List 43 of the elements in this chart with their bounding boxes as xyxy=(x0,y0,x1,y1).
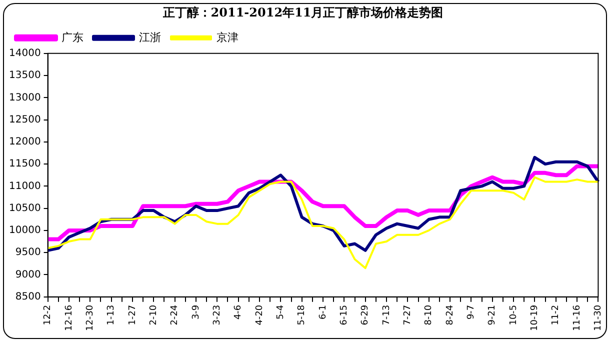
x-tick-label: 12-16 xyxy=(64,304,74,332)
y-tick-label: 11500 xyxy=(9,158,41,170)
x-tick-label: 3-23 xyxy=(212,304,223,326)
y-tick-label: 11000 xyxy=(9,180,41,192)
x-tick-label: 2-24 xyxy=(170,304,180,326)
x-tick-label: 9-21 xyxy=(488,304,498,326)
x-tick-label: 7-13 xyxy=(382,304,392,326)
x-tick-label: 12-30 xyxy=(85,304,96,332)
chart-title: 正丁醇：2011-2012年11月正丁醇市场价格走势图 xyxy=(162,5,444,20)
y-tick-label: 10500 xyxy=(9,202,41,214)
x-tick-label: 3-9 xyxy=(191,304,202,320)
x-tick-label: 6-29 xyxy=(360,304,371,326)
y-tick-label: 12500 xyxy=(9,114,41,126)
x-tick-label: 11-30 xyxy=(594,304,604,332)
x-tick-label: 10-5 xyxy=(508,304,519,326)
x-tick-label: 12-2 xyxy=(43,304,54,326)
x-tick-label: 9-7 xyxy=(466,304,477,320)
y-tick-label: 9500 xyxy=(15,247,41,258)
x-tick-label: 1-27 xyxy=(128,304,138,326)
x-tick-label: 11-2 xyxy=(551,304,562,326)
x-tick-label: 5-18 xyxy=(297,304,308,326)
x-tick-label: 8-10 xyxy=(424,304,434,326)
y-tick-label: 13500 xyxy=(9,70,41,82)
x-tick-label: 8-24 xyxy=(445,304,456,326)
legend-label: 广东 xyxy=(62,30,84,44)
y-tick-label: 10000 xyxy=(9,225,41,236)
x-tick-label: 4-6 xyxy=(234,304,244,320)
y-tick-label: 14000 xyxy=(9,48,41,59)
x-tick-label: 11-16 xyxy=(572,304,582,332)
y-tick-label: 12000 xyxy=(9,136,41,148)
legend-label: 江浙 xyxy=(139,30,161,44)
y-tick-label: 9000 xyxy=(15,269,41,280)
x-tick-label: 10-19 xyxy=(530,304,540,332)
x-tick-label: 4-20 xyxy=(254,304,265,326)
x-tick-label: 7-27 xyxy=(403,304,414,326)
x-tick-label: 6-15 xyxy=(340,304,350,326)
x-tick-label: 5-4 xyxy=(276,304,286,320)
x-tick-label: 2-10 xyxy=(149,304,159,326)
x-tick-label: 1-13 xyxy=(106,304,117,326)
y-tick-label: 13000 xyxy=(9,92,41,104)
y-tick-label: 8500 xyxy=(15,291,41,302)
legend-label: 京津 xyxy=(216,30,238,44)
x-tick-label: 6-1 xyxy=(318,304,328,320)
